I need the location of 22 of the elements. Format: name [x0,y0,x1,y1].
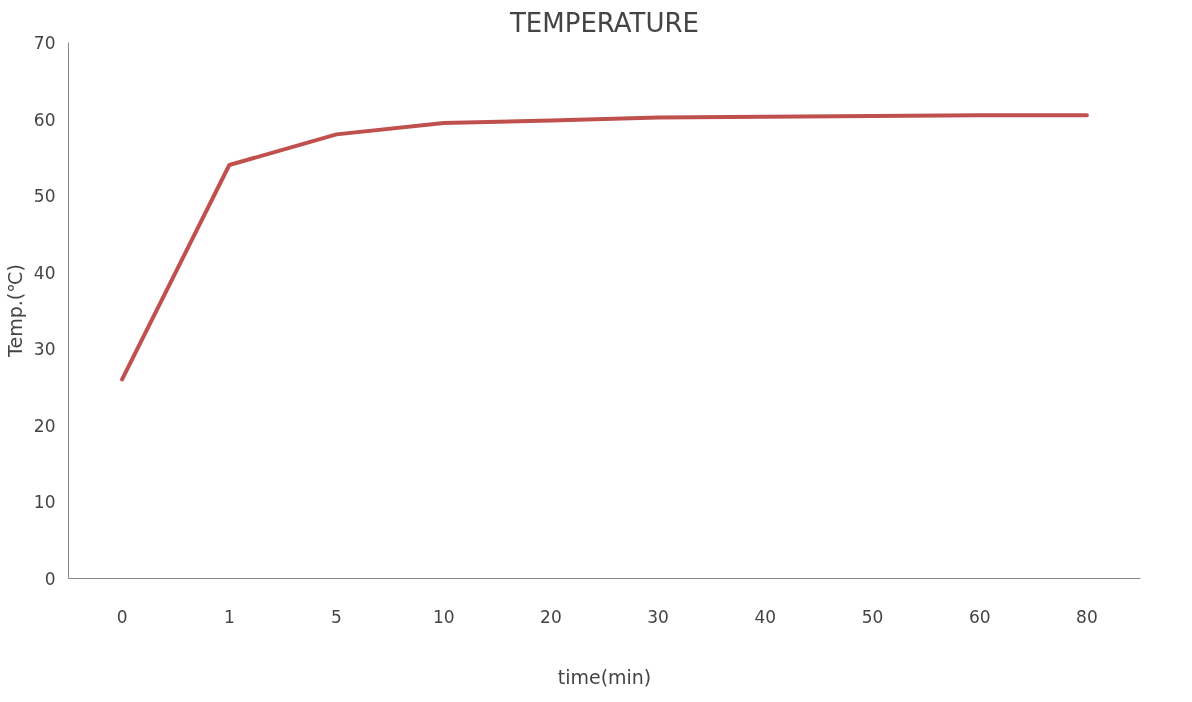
x-tick-label: 5 [331,606,342,627]
x-tick-label: 1 [223,606,235,627]
y-tick-label: 70 [33,33,56,53]
y-axis-title: Temp.(℃) [3,264,26,358]
x-tick-label: 10 [432,606,455,627]
x-tick-label: 50 [861,606,884,627]
x-tick-label: 40 [754,606,777,627]
chart-title: TEMPERATURE [508,7,700,38]
x-tick-label: 60 [968,606,991,627]
y-tick-label: 0 [44,569,56,589]
x-axis-title: time(min) [557,665,652,688]
x-tick-label: 80 [1076,606,1098,627]
y-tick-label: 30 [33,339,56,360]
x-tick-label: 0 [116,606,128,627]
x-tick-label: 30 [647,606,669,627]
line-series [120,113,1089,382]
y-tick-label: 20 [33,415,56,436]
y-tick-label: 40 [33,262,56,283]
y-tick-label: 60 [33,109,56,130]
y-tick-label: 50 [33,186,56,207]
x-tick-label: 20 [540,606,562,627]
y-tick-label: 10 [33,492,56,513]
